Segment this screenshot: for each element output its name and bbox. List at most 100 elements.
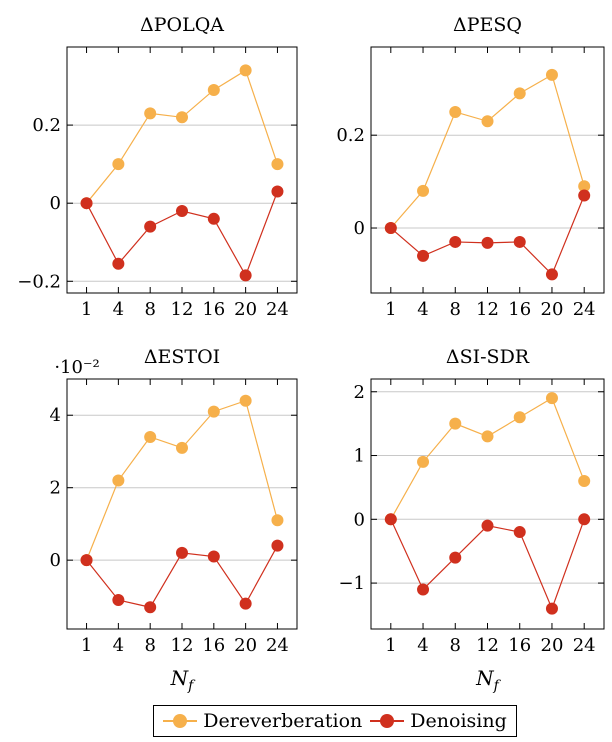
legend-item-denoising: Denoising — [370, 710, 507, 732]
data-point-denoising — [513, 235, 526, 248]
series-line-dereverberation — [390, 73, 585, 229]
series-line-denoising — [390, 195, 585, 276]
chart-panel-2: 0 0.2 1 4 8 12 16 20 24 ΔPESQ — [336, 14, 605, 320]
data-point-denoising — [239, 597, 252, 610]
data-point-denoising — [239, 269, 252, 282]
legend-swatch-denoising — [370, 714, 405, 728]
legend-label-denoising: Denoising — [410, 710, 507, 732]
data-point-denoising — [207, 550, 220, 563]
data-point-dereverberation — [144, 430, 157, 443]
data-point-dereverberation — [207, 83, 220, 96]
chart-title: ΔPOLQA — [140, 14, 224, 36]
y-scale-label: ·10⁻² — [54, 357, 99, 378]
plot-frame — [370, 378, 605, 630]
data-point-dereverberation — [112, 158, 125, 171]
data-point-denoising — [207, 212, 220, 225]
chart-title: ΔPESQ — [453, 14, 522, 36]
data-point-denoising — [112, 257, 125, 270]
data-point-dereverberation — [513, 411, 526, 424]
data-point-dereverberation — [207, 405, 220, 418]
data-point-denoising — [176, 205, 188, 217]
data-point-denoising — [144, 220, 157, 233]
x-tick-label: 4 — [417, 299, 428, 320]
plot-frame — [66, 378, 298, 630]
x-axis-label: Nf — [170, 666, 197, 694]
data-point-dereverberation — [481, 115, 494, 128]
data-point-denoising — [481, 519, 494, 532]
data-point-denoising — [481, 236, 494, 249]
x-tick-label: 12 — [476, 635, 499, 656]
data-point-denoising — [545, 268, 558, 281]
y-tick-label: 0.2 — [336, 125, 365, 146]
y-tick-label: 2 — [354, 382, 365, 403]
x-tick-label: 1 — [81, 635, 92, 656]
data-point-dereverberation — [545, 392, 558, 405]
x-tick-label: 16 — [508, 635, 531, 656]
x-tick-label: 12 — [171, 635, 194, 656]
x-tick-label: 20 — [234, 635, 257, 656]
data-point-dereverberation — [449, 417, 462, 430]
x-tick-label: 20 — [541, 299, 564, 320]
x-axis-label: Nf — [475, 666, 502, 694]
y-tick-label: 1 — [354, 446, 365, 467]
x-tick-label: 1 — [385, 299, 396, 320]
x-tick-label: 4 — [417, 635, 428, 656]
data-point-dereverberation — [144, 107, 157, 120]
data-point-dereverberation — [513, 87, 526, 100]
data-point-dereverberation — [545, 68, 558, 81]
x-tick-label: 8 — [144, 635, 155, 656]
y-tick-label: 2 — [50, 478, 61, 499]
y-tick-label: −0.2 — [17, 271, 61, 292]
x-tick-label: 24 — [573, 299, 596, 320]
x-tick-label: 4 — [113, 299, 124, 320]
chart-title: ΔSI-SDR — [446, 346, 530, 368]
y-tick-label: −1 — [338, 573, 365, 594]
data-point-dereverberation — [481, 430, 494, 443]
x-tick-label: 16 — [508, 299, 531, 320]
data-point-denoising — [271, 539, 284, 552]
plot-frame — [66, 46, 298, 294]
data-point-denoising — [384, 513, 397, 526]
y-tick-label: 0 — [50, 550, 61, 571]
data-point-denoising — [449, 235, 462, 248]
data-point-denoising — [449, 551, 462, 564]
legend-item-dereverberation: Dereverberation — [163, 710, 362, 732]
data-point-denoising — [578, 189, 591, 202]
x-tick-label: 1 — [385, 635, 396, 656]
x-tick-label: 20 — [234, 299, 257, 320]
legend-label-dereverberation: Dereverberation — [203, 710, 363, 732]
data-point-denoising — [80, 197, 93, 210]
x-tick-label: 8 — [450, 635, 461, 656]
data-point-dereverberation — [239, 64, 252, 77]
data-point-dereverberation — [449, 105, 462, 118]
x-tick-label: 8 — [450, 299, 461, 320]
data-point-denoising — [271, 185, 284, 198]
legend: Dereverberation Denoising — [153, 705, 517, 737]
data-point-denoising — [578, 513, 591, 526]
y-tick-label: 4 — [50, 405, 61, 426]
series-line-denoising — [390, 519, 585, 611]
series-line-dereverberation — [86, 69, 279, 204]
data-point-dereverberation — [417, 184, 430, 197]
data-point-denoising — [144, 601, 157, 614]
data-point-denoising — [545, 602, 558, 615]
data-point-dereverberation — [271, 514, 284, 527]
data-point-dereverberation — [239, 394, 252, 407]
data-point-dereverberation — [578, 475, 591, 488]
data-point-dereverberation — [176, 111, 188, 124]
data-point-denoising — [384, 222, 397, 235]
data-point-dereverberation — [112, 474, 125, 487]
plot-frame — [370, 46, 605, 294]
data-point-denoising — [417, 249, 430, 262]
data-point-denoising — [112, 594, 125, 607]
data-point-denoising — [513, 526, 526, 539]
x-tick-label: 12 — [171, 299, 194, 320]
data-point-denoising — [176, 546, 188, 559]
data-point-dereverberation — [417, 455, 430, 468]
x-tick-label: 4 — [113, 635, 124, 656]
data-point-denoising — [80, 554, 93, 567]
x-tick-label: 1 — [81, 299, 92, 320]
